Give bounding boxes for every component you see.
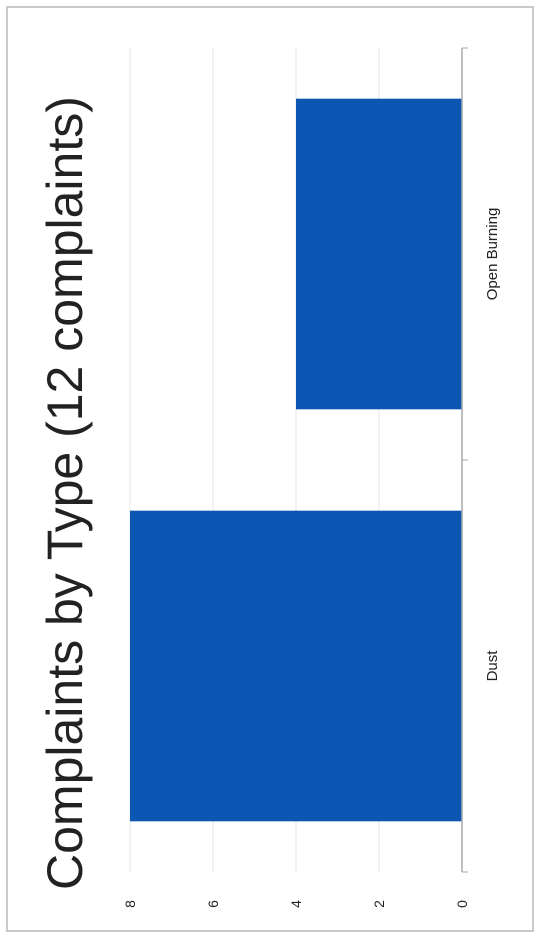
y-tick-label: 8: [122, 900, 138, 908]
category-labels: Dust Open Burning: [484, 208, 501, 682]
y-axis-tick-labels: 0 2 4 6 8: [122, 900, 470, 908]
bar-open-burning: [296, 98, 462, 410]
y-tick-label: 6: [205, 900, 221, 908]
x-axis: [461, 47, 468, 873]
y-tick-label: 2: [371, 900, 387, 908]
bars: [130, 98, 462, 822]
y-tick-label: 0: [454, 900, 470, 908]
category-label: Open Burning: [484, 208, 501, 301]
chart-title: Complaints by Type (12 complaints): [37, 96, 93, 890]
category-label: Dust: [484, 650, 501, 682]
y-tick-label: 4: [288, 900, 304, 908]
bar-dust: [130, 510, 462, 822]
